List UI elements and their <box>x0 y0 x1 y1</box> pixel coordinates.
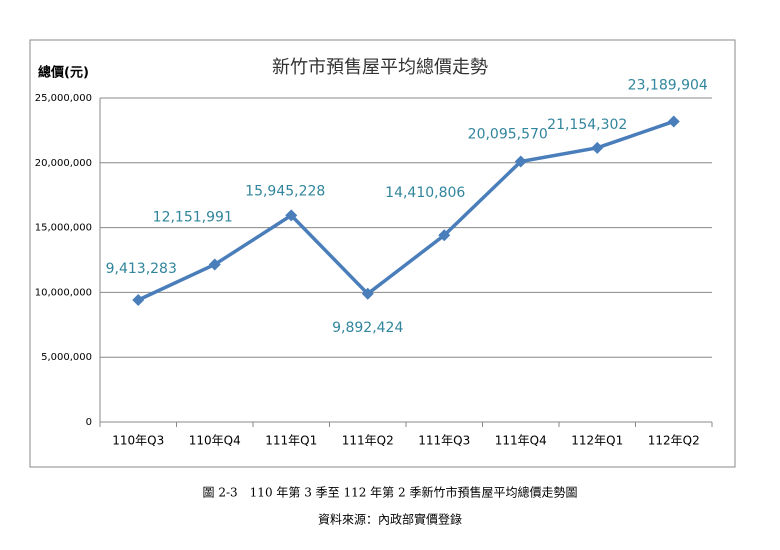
x-tick-label: 110年Q4 <box>189 434 241 448</box>
value-label: 21,154,302 <box>547 117 627 133</box>
chart-title: 新竹市預售屋平均總價走勢 <box>272 57 488 78</box>
y-tick-label: 5,000,000 <box>41 352 92 363</box>
y-tick-label: 15,000,000 <box>35 223 92 234</box>
chart-frame <box>29 39 736 468</box>
value-label: 12,151,991 <box>153 210 233 226</box>
value-label: 20,095,570 <box>468 127 548 143</box>
marker <box>438 229 451 242</box>
x-tick-label: 112年Q2 <box>648 434 700 448</box>
value-label: 9,892,424 <box>332 320 403 336</box>
value-label: 15,945,228 <box>245 183 325 199</box>
marker <box>514 155 527 168</box>
source: 資料來源：內政部實價登錄 <box>318 512 462 527</box>
value-label: 14,410,806 <box>385 185 465 201</box>
x-tick-label: 111年Q3 <box>418 434 470 448</box>
line <box>137 119 675 302</box>
y-tick-label: 25,000,000 <box>35 93 92 104</box>
marker <box>591 141 604 154</box>
y-tick-label: 10,000,000 <box>35 287 92 298</box>
marker <box>132 294 145 307</box>
marker <box>208 258 221 271</box>
x-tick-label: 111年Q1 <box>265 434 317 448</box>
marker <box>361 287 374 300</box>
x-tick-label: 112年Q1 <box>571 434 623 448</box>
y-axis-label: 總價(元) <box>38 65 89 81</box>
y-tick-label: 20,000,000 <box>35 158 92 169</box>
value-label: 23,189,904 <box>628 77 708 93</box>
y-tick-label: 0 <box>86 417 92 428</box>
marker <box>667 115 680 128</box>
x-tick-label: 111年Q2 <box>342 434 394 448</box>
x-tick-label: 110年Q3 <box>112 434 164 448</box>
value-label: 9,413,283 <box>106 261 177 277</box>
x-tick-label: 111年Q4 <box>495 434 547 448</box>
marker <box>285 209 298 222</box>
caption: 圖 2-3 110 年第 3 季至 112 年第 2 季新竹市預售屋平均總價走勢… <box>203 485 578 500</box>
